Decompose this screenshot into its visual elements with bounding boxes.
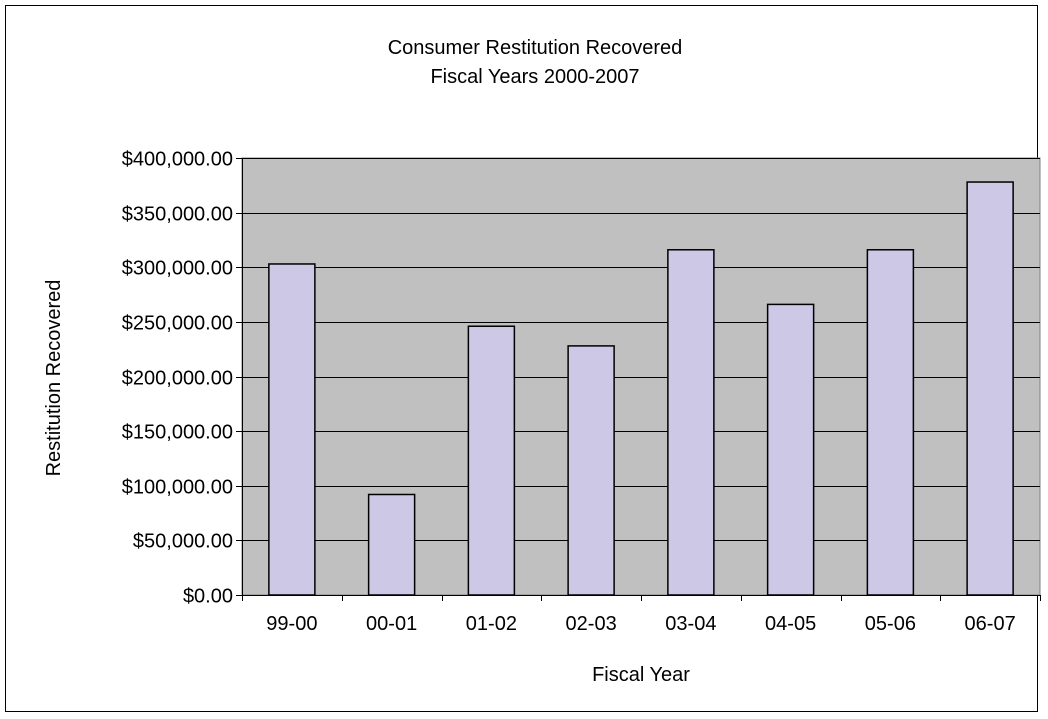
y-tick-label: $300,000.00 [122,258,233,280]
x-tick-label: 06-07 [965,613,1016,635]
x-tick-label: 00-01 [366,613,417,635]
y-tick-label: $400,000.00 [122,149,233,171]
y-axis-title: Restitution Recovered [43,280,65,477]
x-tick-label: 01-02 [466,613,517,635]
bar-04-05 [766,303,815,596]
bar-03-04 [667,249,715,596]
y-tick-label: $150,000.00 [122,422,233,444]
plot-background [241,157,1041,596]
y-tick-label: $350,000.00 [122,204,233,226]
bar-05-06 [866,249,915,596]
y-tick-label: $100,000.00 [122,477,233,499]
chart-title: Consumer Restitution Recovered [388,37,683,59]
x-tick-label: 04-05 [765,613,816,635]
y-tick-label: $0.00 [183,586,233,608]
chart-subtitle: Fiscal Years 2000-2007 [430,66,639,88]
x-tick-label: 05-06 [865,613,916,635]
x-axis-title: Fiscal Year [592,664,690,686]
bar-01-02 [467,325,516,596]
bar-99-00 [268,263,316,596]
plot-area: $0.00 $50,000.00 $100,000.00 $150,000.00 $20… [122,149,1041,635]
y-tick-label: $50,000.00 [133,531,233,553]
x-tick-label: 03-04 [665,613,716,635]
x-tick-label: 99-00 [266,613,317,635]
x-tick-label: 02-03 [566,613,617,635]
bar-02-03 [567,345,615,596]
y-tick-label: $250,000.00 [122,313,233,335]
bar-06-07 [966,181,1014,596]
y-tick-label: $200,000.00 [122,368,233,390]
bar-00-01 [367,493,416,596]
